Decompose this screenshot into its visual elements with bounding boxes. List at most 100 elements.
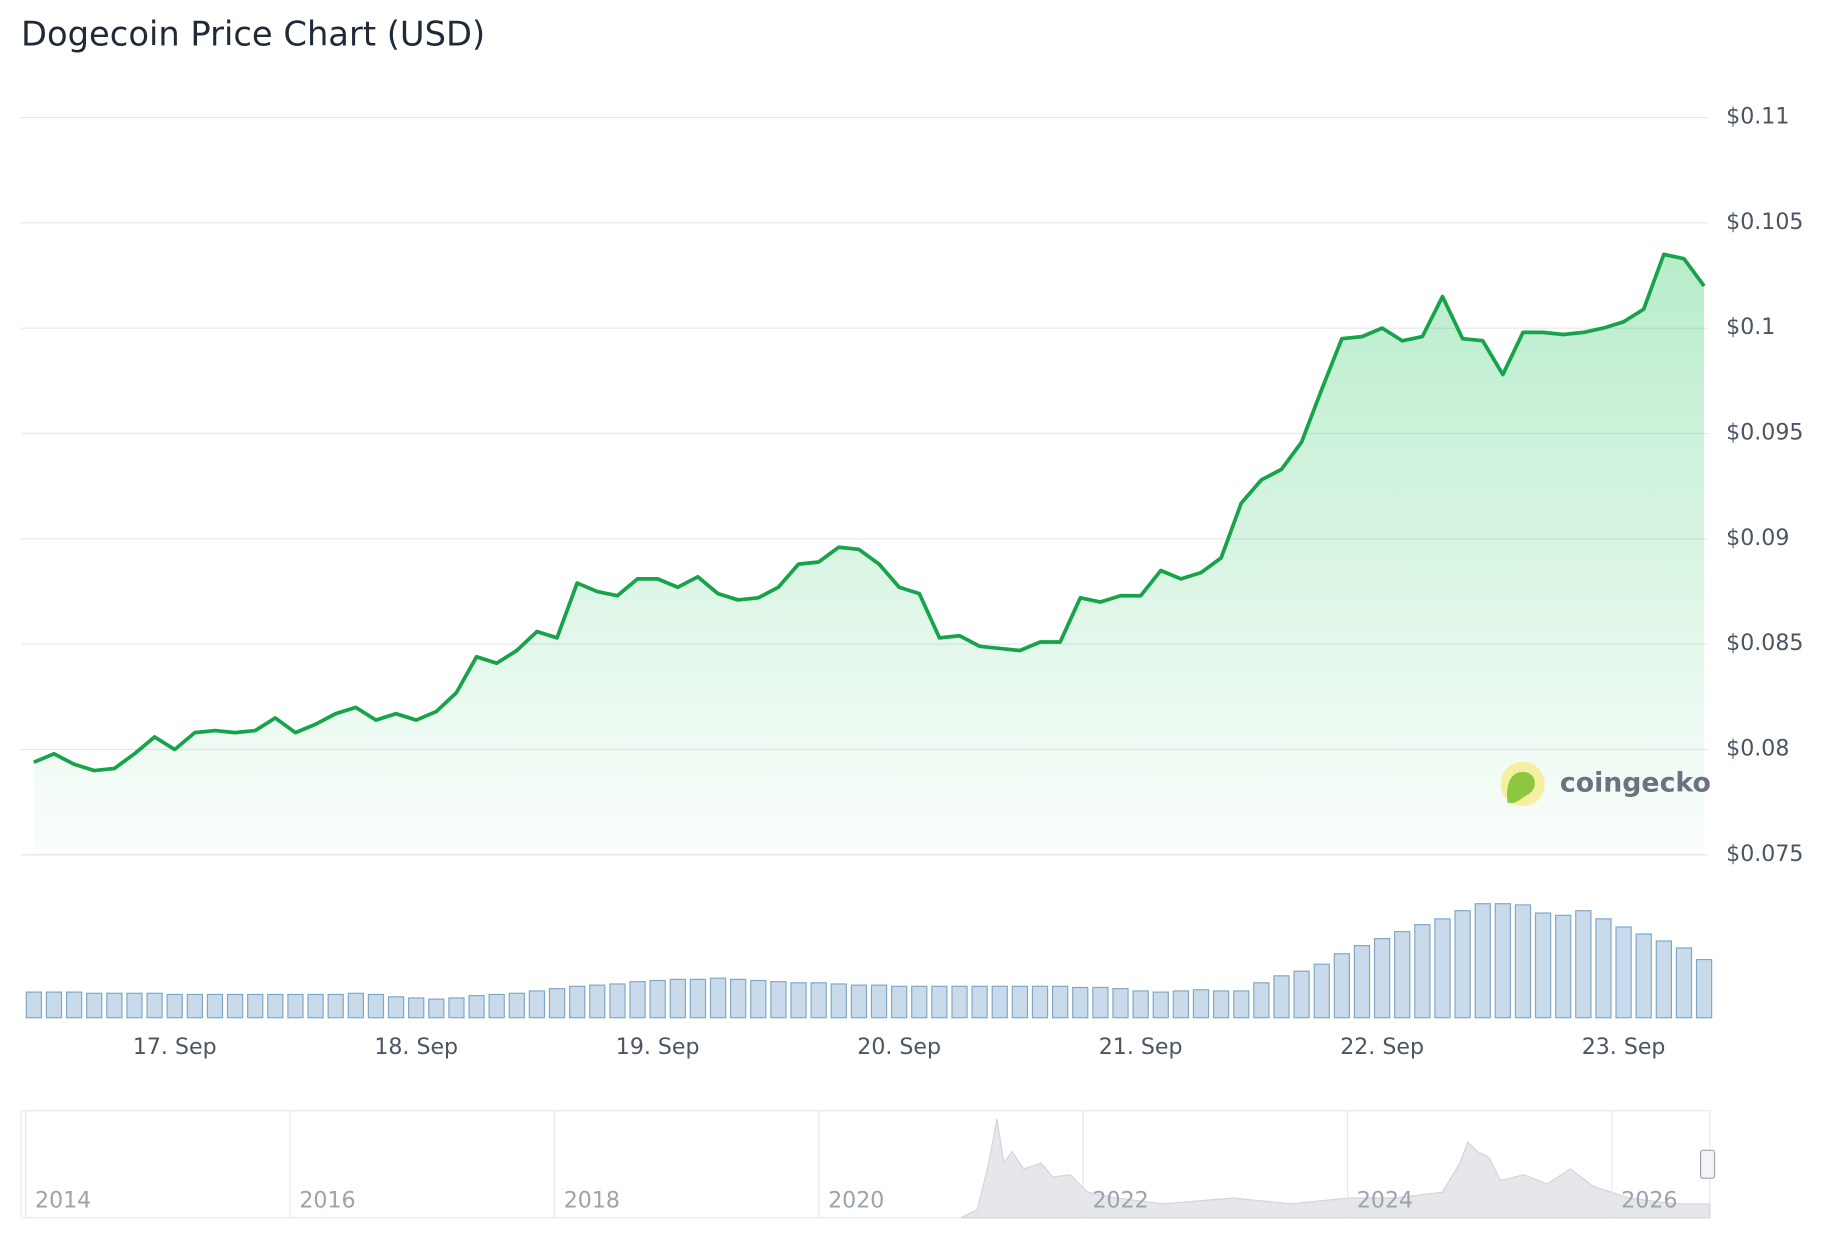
volume-bar (367, 993, 385, 1019)
volume-bar (448, 997, 465, 1019)
volume-bar (1233, 990, 1250, 1019)
navigator-label: 2020 (828, 1187, 884, 1213)
volume-bar (569, 985, 586, 1019)
volume-bar (307, 993, 324, 1019)
volume-bar (1534, 912, 1552, 1019)
volume-bar (1152, 991, 1169, 1019)
volume-bar (931, 985, 948, 1019)
navigator: 2014 2016 2018 2020 2022 2024 2026 (20, 1110, 1716, 1219)
volume-bar (1514, 904, 1532, 1019)
volume-bar (1031, 985, 1049, 1019)
x-tick-label: 23. Sep (1582, 1034, 1666, 1060)
y-tick-label: $0.085 (1726, 630, 1803, 656)
watermark: coingecko (1500, 761, 1711, 807)
volume-bar (1172, 990, 1190, 1019)
volume-bar (1494, 903, 1511, 1019)
volume-bar (689, 978, 707, 1019)
volume-bar (508, 992, 525, 1019)
volume-bar (428, 998, 445, 1019)
volume-bar (106, 992, 123, 1019)
volume-bar (589, 984, 606, 1019)
volume-bar (1394, 931, 1411, 1019)
volume-bar (1373, 938, 1391, 1019)
volume-bar (327, 993, 344, 1019)
volume-bar (488, 993, 505, 1019)
x-tick-label: 18. Sep (374, 1034, 458, 1060)
volume-bar (770, 981, 787, 1019)
volume-bar (45, 991, 63, 1019)
volume-bar (1434, 918, 1451, 1019)
volume-bar (891, 985, 908, 1019)
volume-bar (1313, 963, 1330, 1019)
navigator-label: 2024 (1357, 1187, 1413, 1213)
x-tick-label: 17. Sep (133, 1034, 217, 1060)
y-tick-label: $0.075 (1726, 841, 1803, 867)
x-tick-label: 20. Sep (857, 1034, 941, 1060)
volume-bar (609, 983, 626, 1019)
volume-bar (247, 993, 264, 1019)
volume-bar (528, 990, 546, 1019)
volume-bar (206, 993, 224, 1019)
volume-bar (1575, 910, 1592, 1019)
volume-bar (1655, 940, 1672, 1019)
volume-bar (1192, 989, 1210, 1019)
watermark-logo-gecko (1507, 772, 1535, 804)
volume-bar (1333, 953, 1350, 1019)
volume-bar (548, 988, 566, 1019)
volume-bar (1072, 986, 1089, 1019)
watermark-text: coingecko (1560, 767, 1711, 798)
volume-bar (1555, 914, 1572, 1019)
volume-bar (347, 992, 364, 1019)
volume-bar (1273, 975, 1290, 1019)
navigator-label: 2022 (1093, 1187, 1149, 1213)
volume-bar (1011, 985, 1029, 1019)
volume-bar (1414, 924, 1431, 1019)
volume-bar (1353, 945, 1371, 1019)
volume-bar (1454, 910, 1471, 1019)
volume-bar (971, 985, 988, 1019)
navigator-area (960, 1118, 1711, 1219)
volume-bar (387, 996, 405, 1019)
y-tick-label: $0.105 (1726, 209, 1803, 235)
volume-bar (186, 993, 203, 1019)
x-tick-label: 22. Sep (1340, 1034, 1424, 1060)
x-tick-label: 19. Sep (616, 1034, 700, 1060)
volume-bar (709, 977, 727, 1019)
y-tick-label: $0.08 (1726, 736, 1789, 762)
navigator-label: 2014 (35, 1187, 91, 1213)
volume-bar (146, 992, 163, 1019)
volume-bar (126, 992, 143, 1019)
volume-bar (629, 981, 646, 1019)
y-tick-label: $0.09 (1726, 525, 1789, 551)
navigator-label: 2016 (299, 1187, 355, 1213)
volume-bar (1615, 926, 1632, 1019)
volume-bar (1635, 933, 1652, 1019)
volume-bar (730, 978, 747, 1019)
volume-bar (267, 993, 284, 1019)
volume-bar (649, 979, 666, 1019)
y-tick-label: $0.11 (1726, 103, 1789, 129)
volume-bar (951, 985, 968, 1019)
volume-bar (1474, 903, 1491, 1019)
volume-bar (1132, 990, 1149, 1019)
volume-bar (911, 985, 928, 1019)
volume-bar (1092, 986, 1109, 1019)
volume-bar (830, 983, 847, 1019)
price-area (33, 254, 1705, 855)
volume-bar (25, 991, 43, 1019)
volume-bar (870, 984, 888, 1019)
navigator-label: 2018 (564, 1187, 620, 1213)
volume-bar (226, 993, 244, 1019)
volume-bar (810, 982, 827, 1019)
volume-bar (1595, 918, 1612, 1019)
plot: $0.075 $0.08 $0.085 $0.09 $0.095 $0.1 $0.105 $0… (21, 103, 1803, 1060)
volume-bar (86, 992, 103, 1019)
volume-bar (1112, 988, 1129, 1019)
volume-bar (1051, 985, 1069, 1019)
volume-bar (65, 991, 83, 1019)
volume-bar (1212, 990, 1230, 1019)
volume-bar (1293, 970, 1310, 1019)
price-line (33, 252, 1706, 773)
navigator-handle[interactable] (1699, 1149, 1716, 1179)
